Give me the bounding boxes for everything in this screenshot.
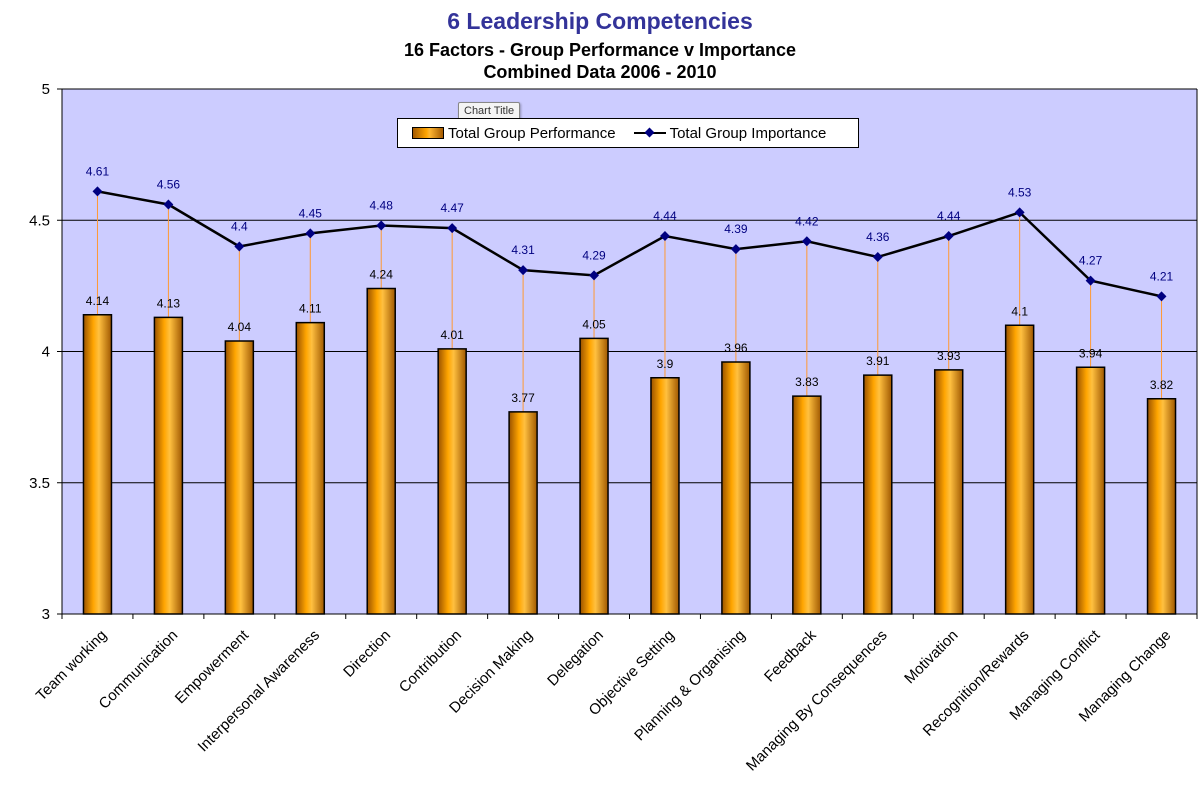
drop-lines	[96, 191, 1163, 412]
performance-bar-label: 3.77	[511, 391, 535, 405]
importance-point-label: 4.4	[231, 220, 248, 234]
performance-bar-label: 4.1	[1011, 304, 1028, 318]
x-category-label: Motivation	[901, 627, 961, 687]
performance-bar-label: 3.93	[937, 349, 961, 363]
x-category-label: Direction	[340, 627, 394, 681]
x-category-label: Team working	[33, 627, 110, 704]
performance-bar	[1004, 324, 1035, 615]
legend-label-performance: Total Group Performance	[448, 124, 616, 142]
performance-bar-label: 4.05	[582, 317, 606, 331]
importance-point-label: 4.27	[1079, 254, 1103, 268]
performance-bar	[792, 395, 822, 615]
importance-point-label: 4.47	[440, 201, 464, 215]
x-category-label: Feedback	[761, 626, 820, 685]
performance-bar-label: 4.24	[370, 268, 394, 282]
importance-point-label: 4.42	[795, 214, 819, 228]
performance-bar	[1075, 366, 1106, 615]
importance-marker	[376, 220, 387, 231]
performance-bar	[437, 348, 467, 615]
performance-bar	[366, 287, 396, 615]
performance-bar-label: 4.01	[440, 328, 464, 342]
chart-subtitle-dates: Combined Data 2006 - 2010	[483, 62, 717, 82]
x-category-label: Managing By Consequences	[743, 627, 891, 775]
performance-bar	[1146, 398, 1177, 615]
performance-bar-label: 4.04	[228, 320, 252, 334]
y-tick-label: 3.5	[29, 475, 50, 492]
y-tick-label: 4	[42, 344, 50, 361]
importance-point-label: 4.21	[1150, 269, 1174, 283]
legend-bar-swatch	[412, 127, 444, 139]
importance-marker	[447, 223, 458, 234]
importance-marker	[1085, 275, 1096, 286]
x-category-label: Interpersonal Awareness	[195, 627, 324, 756]
performance-bar-label: 3.96	[724, 341, 748, 355]
performance-bar	[863, 374, 893, 615]
importance-marker	[801, 236, 812, 247]
importance-marker	[305, 228, 316, 239]
performance-bar-label: 3.91	[866, 354, 890, 368]
importance-marker	[589, 270, 599, 281]
importance-marker	[92, 186, 103, 197]
performance-bar	[721, 361, 751, 615]
performance-bar	[82, 314, 113, 615]
performance-bar-label: 3.94	[1079, 346, 1103, 360]
importance-point-label: 4.48	[370, 199, 394, 213]
performance-bar	[153, 316, 184, 615]
importance-marker	[872, 252, 883, 262]
importance-line	[92, 186, 1167, 302]
data-labels: 4.14 4.13 4.04 4.11 4.24 4.01 3.77 4.05 3.9 3.96 3…	[86, 164, 1174, 405]
chart-subtitle: 16 Factors - Group Performance v Importa…	[403, 40, 797, 60]
performance-bar	[224, 340, 255, 615]
performance-bar-label: 3.82	[1150, 378, 1174, 392]
importance-marker	[518, 265, 529, 276]
performance-bar	[579, 337, 609, 615]
importance-marker	[660, 231, 670, 241]
importance-point-label: 4.61	[86, 164, 110, 178]
performance-bar	[295, 321, 326, 615]
importance-point-label: 4.45	[299, 206, 323, 220]
importance-point-label: 4.39	[724, 222, 748, 236]
x-category-label: Empowerment	[172, 626, 253, 707]
performance-bar-label: 4.13	[157, 296, 181, 310]
importance-marker	[1014, 207, 1025, 218]
legend-item-importance: Total Group Importance	[633, 124, 827, 142]
legend-label-importance: Total Group Importance	[669, 124, 827, 142]
x-category-label: Delegation	[544, 627, 607, 690]
importance-marker	[730, 244, 741, 255]
importance-marker	[943, 231, 954, 241]
importance-series-line	[97, 190, 1162, 298]
importance-point-label: 4.53	[1008, 185, 1032, 199]
y-tick-label: 3	[42, 606, 50, 623]
importance-point-label: 4.36	[866, 230, 890, 244]
performance-bar	[508, 411, 538, 615]
legend-item-performance: Total Group Performance	[412, 125, 616, 142]
performance-bar-label: 4.14	[86, 294, 110, 308]
y-tick-label: 5	[42, 81, 50, 98]
performance-bar-label: 3.83	[795, 375, 819, 389]
x-category-label: Contribution	[396, 627, 465, 696]
chart-title: 6 Leadership Competencies	[447, 8, 753, 34]
performance-bar	[933, 369, 964, 615]
performance-bar	[650, 377, 680, 615]
importance-point-label: 4.31	[511, 243, 535, 257]
legend: Total Group Performance Total Group Impo…	[397, 118, 859, 148]
importance-marker	[163, 199, 174, 210]
importance-point-label: 4.56	[157, 178, 181, 192]
performance-bar-label: 4.11	[299, 302, 322, 316]
importance-marker	[234, 241, 245, 252]
importance-point-label: 4.44	[653, 209, 677, 223]
importance-marker	[1156, 291, 1167, 302]
importance-point-label: 4.44	[937, 209, 961, 223]
importance-point-label: 4.29	[582, 248, 606, 262]
performance-bars	[82, 287, 1177, 615]
legend-line-swatch	[633, 127, 666, 139]
performance-bar-label: 3.9	[657, 357, 674, 371]
y-tick-label: 4.5	[29, 212, 50, 229]
